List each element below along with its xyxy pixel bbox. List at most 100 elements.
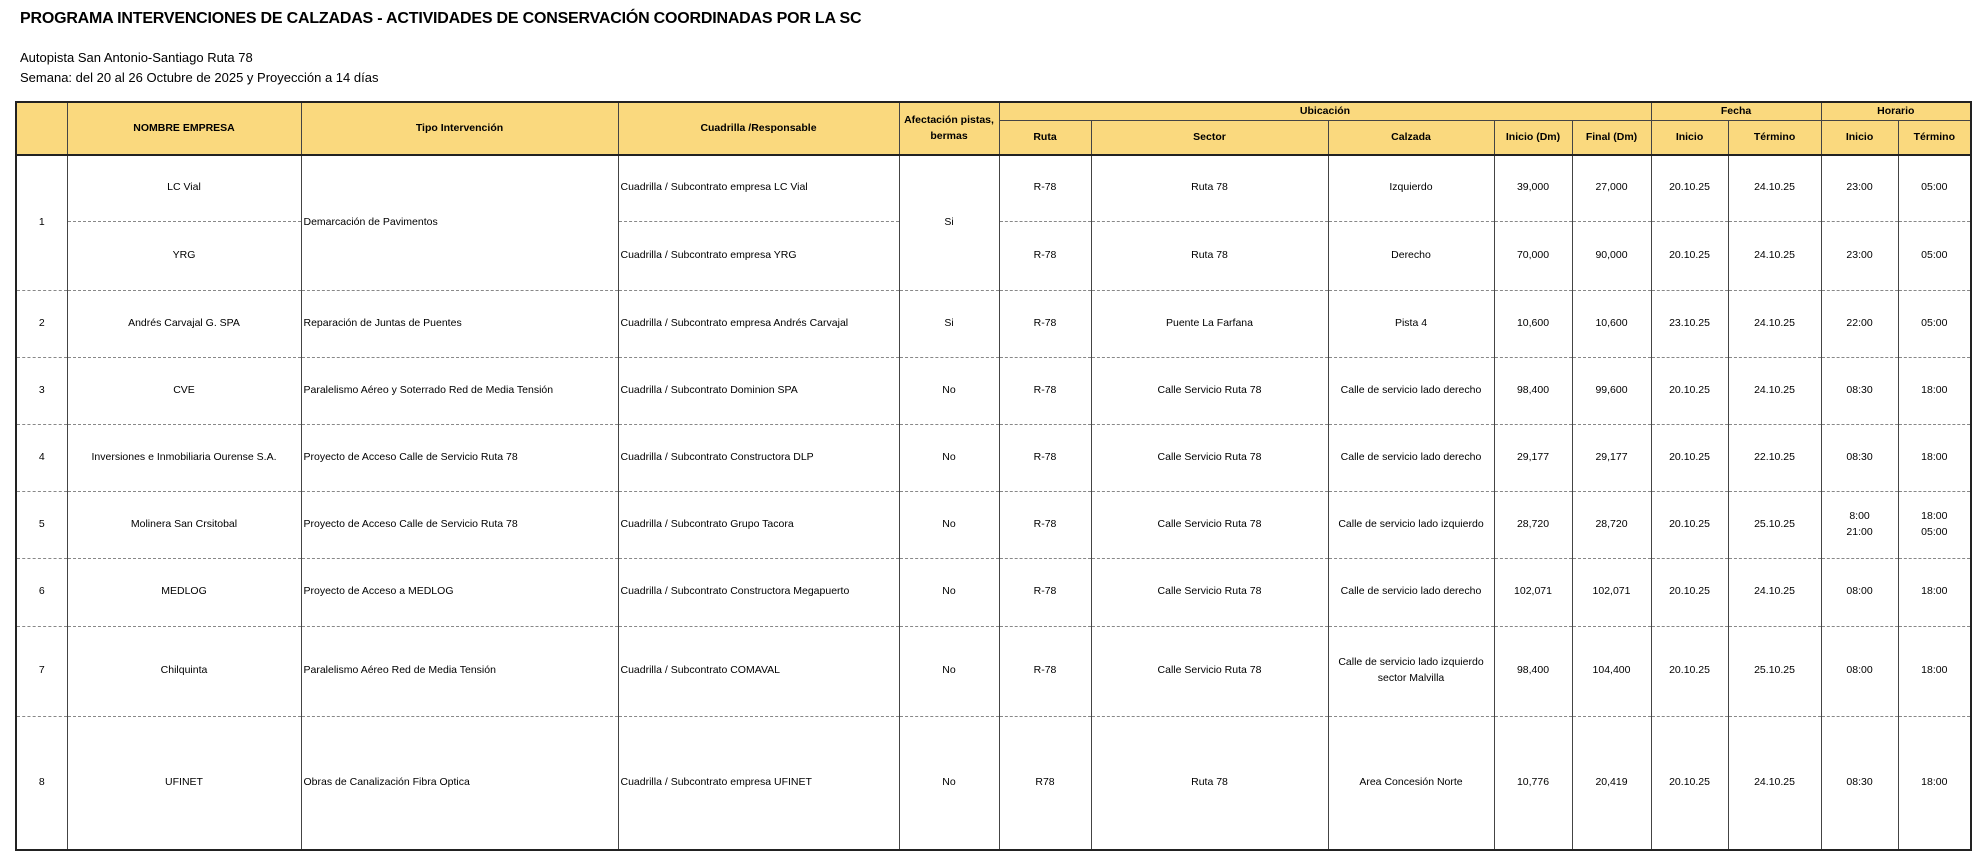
cell-empresa: Molinera San Crsitobal [66,490,302,559]
table-row: 5 Molinera San Crsitobal Proyecto de Acces… [15,490,1972,559]
cell-ruta: R-78 [998,423,1092,492]
cell-empresa: YRG [66,220,302,291]
table-row: 1 LC Vial Demarcación de Pavimentos Cuadril… [15,154,1972,291]
header-empresa: NOMBRE EMPRESA [66,101,302,156]
cell-inicio-dm: 10,600 [1493,289,1573,358]
cell-cuadrilla: Cuadrilla / Subcontrato COMAVAL [617,625,900,717]
cell-f-inicio: 20.10.25 [1650,557,1729,627]
cell-calzada: Calle de servicio lado izquierdo [1327,490,1495,559]
cell-h-termino: 05:00 [1897,220,1972,291]
cell-final-dm: 90,000 [1571,220,1652,291]
cell-cuadrilla: Cuadrilla / Subcontrato empresa YRG [617,220,900,291]
cell-cuadrilla: Cuadrilla / Subcontrato Dominion SPA [617,356,900,425]
cell-tipo: Paralelismo Aéreo y Soterrado Red de Med… [300,356,619,425]
cell-n: 5 [15,490,68,559]
cell-cuadrilla: Cuadrilla / Subcontrato empresa LC Vial [617,154,900,222]
table-row: 8 UFINET Obras de Canalización Fibra Optic… [15,715,1972,851]
cell-afectacion: Si [898,154,1000,291]
cell-h-termino: 18:00 [1897,557,1972,627]
header-horario: Horario [1820,101,1972,121]
cell-afectacion: Si [898,289,1000,358]
cell-sector: Ruta 78 [1090,154,1329,222]
cell-ruta: R78 [998,715,1092,851]
cell-cuadrilla: Cuadrilla / Subcontrato Constructora DLP [617,423,900,492]
cell-f-inicio: 20.10.25 [1650,625,1729,717]
cell-cuadrilla: Cuadrilla / Subcontrato empresa UFINET [617,715,900,851]
cell-f-inicio: 23.10.25 [1650,289,1729,358]
cell-tipo: Demarcación de Pavimentos [300,154,619,291]
cell-sector: Ruta 78 [1090,715,1329,851]
header-inicio-dm: Inicio (Dm) [1493,120,1573,156]
cell-h-inicio: 08:30 [1820,356,1899,425]
cell-ruta: R-78 [998,289,1092,358]
cell-tipo: Proyecto de Acceso Calle de Servicio Rut… [300,423,619,492]
cell-inicio-dm: 28,720 [1493,490,1573,559]
cell-inicio-dm: 98,400 [1493,356,1573,425]
cell-f-termino: 25.10.25 [1727,625,1822,717]
cell-final-dm: 102,071 [1571,557,1652,627]
cell-inicio-dm: 98,400 [1493,625,1573,717]
cell-cuadrilla: Cuadrilla / Subcontrato empresa Andrés C… [617,289,900,358]
cell-calzada: Calle de servicio lado derecho [1327,557,1495,627]
cell-f-termino: 24.10.25 [1727,289,1822,358]
cell-afectacion: No [898,356,1000,425]
cell-h-termino: 18:00 [1897,625,1972,717]
header-fecha: Fecha [1650,101,1822,121]
cell-h-inicio: 8:00 21:00 [1820,490,1899,559]
cell-h-inicio: 23:00 [1820,154,1899,222]
cell-f-inicio: 20.10.25 [1650,220,1729,291]
cell-empresa: Andrés Carvajal G. SPA [66,289,302,358]
cell-calzada: Pista 4 [1327,289,1495,358]
cell-tipo: Proyecto de Acceso a MEDLOG [300,557,619,627]
cell-ruta: R-78 [998,220,1092,291]
cell-inicio-dm: 70,000 [1493,220,1573,291]
cell-n: 3 [15,356,68,425]
cell-calzada: Calle de servicio lado derecho [1327,356,1495,425]
cell-f-termino: 22.10.25 [1727,423,1822,492]
header-calzada: Calzada [1327,120,1495,156]
cell-afectacion: No [898,625,1000,717]
cell-f-inicio: 20.10.25 [1650,715,1729,851]
cell-h-inicio: 22:00 [1820,289,1899,358]
interventions-table: NOMBRE EMPRESA Tipo Intervención Cuadril… [15,101,1973,851]
cell-sector: Calle Servicio Ruta 78 [1090,423,1329,492]
cell-n: 6 [15,557,68,627]
cell-f-termino: 24.10.25 [1727,557,1822,627]
cell-empresa: MEDLOG [66,557,302,627]
cell-sector: Calle Servicio Ruta 78 [1090,625,1329,717]
cell-h-termino: 18:00 05:00 [1897,490,1972,559]
cell-sector: Puente La Farfana [1090,289,1329,358]
cell-ruta: R-78 [998,490,1092,559]
cell-n: 8 [15,715,68,851]
subtitle: Autopista San Antonio-Santiago Ruta 78 [20,50,253,65]
header-hora-inicio: Inicio [1820,120,1899,156]
cell-h-termino: 05:00 [1897,154,1972,222]
cell-cuadrilla: Cuadrilla / Subcontrato Grupo Tacora [617,490,900,559]
cell-afectacion: No [898,557,1000,627]
cell-final-dm: 29,177 [1571,423,1652,492]
cell-final-dm: 20,419 [1571,715,1652,851]
cell-h-inicio: 08:00 [1820,625,1899,717]
cell-h-inicio: 08:00 [1820,557,1899,627]
cell-f-termino: 24.10.25 [1727,220,1822,291]
cell-h-termino: 18:00 [1897,423,1972,492]
cell-ruta: R-78 [998,557,1092,627]
cell-h-inicio: 23:00 [1820,220,1899,291]
header-fecha-termino: Término [1727,120,1822,156]
cell-sector: Ruta 78 [1090,220,1329,291]
cell-empresa: LC Vial [66,154,302,222]
week-range: Semana: del 20 al 26 Octubre de 2025 y P… [20,70,379,85]
cell-f-inicio: 20.10.25 [1650,356,1729,425]
cell-inicio-dm: 102,071 [1493,557,1573,627]
cell-f-termino: 24.10.25 [1727,154,1822,222]
cell-inicio-dm: 29,177 [1493,423,1573,492]
cell-sector: Calle Servicio Ruta 78 [1090,356,1329,425]
cell-f-termino: 24.10.25 [1727,356,1822,425]
table-row: YRG Cuadrilla / Subcontrato empresa YRG R-… [16,220,1972,291]
cell-sector: Calle Servicio Ruta 78 [1090,490,1329,559]
cell-calzada: Calle de servicio lado izquierdo sector … [1327,625,1495,717]
cell-calzada: Izquierdo [1327,154,1495,222]
cell-n: 7 [15,625,68,717]
cell-ruta: R-78 [998,625,1092,717]
cell-sector: Calle Servicio Ruta 78 [1090,557,1329,627]
